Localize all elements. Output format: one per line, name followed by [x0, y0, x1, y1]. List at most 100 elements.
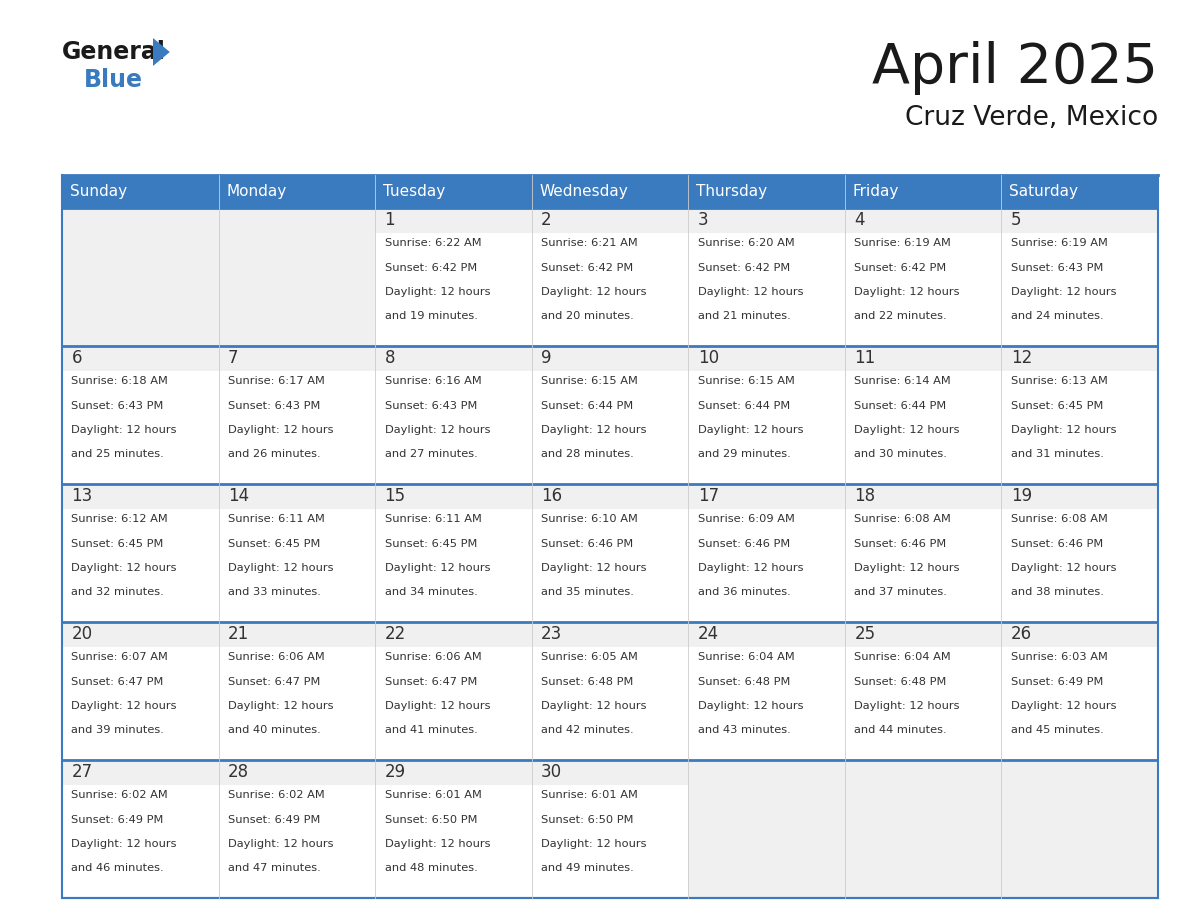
Text: Sunrise: 6:15 AM: Sunrise: 6:15 AM: [541, 376, 638, 386]
Text: Daylight: 12 hours: Daylight: 12 hours: [697, 425, 803, 434]
Text: Sunrise: 6:04 AM: Sunrise: 6:04 AM: [697, 653, 795, 663]
Bar: [688, 760, 845, 898]
Text: 25: 25: [854, 625, 876, 644]
Text: and 36 minutes.: and 36 minutes.: [697, 587, 790, 597]
Text: Daylight: 12 hours: Daylight: 12 hours: [385, 286, 489, 297]
Bar: [375, 175, 532, 208]
Text: Friday: Friday: [853, 184, 899, 199]
Bar: [845, 175, 1001, 208]
Text: and 32 minutes.: and 32 minutes.: [71, 587, 164, 597]
Bar: [688, 208, 845, 233]
Text: 20: 20: [71, 625, 93, 644]
Text: and 49 minutes.: and 49 minutes.: [541, 863, 634, 873]
Text: April 2025: April 2025: [872, 41, 1158, 95]
Bar: [845, 760, 1001, 898]
Text: 12: 12: [1011, 350, 1032, 367]
Text: and 26 minutes.: and 26 minutes.: [228, 449, 321, 459]
Text: Sunrise: 6:09 AM: Sunrise: 6:09 AM: [697, 514, 795, 524]
Text: and 45 minutes.: and 45 minutes.: [1011, 725, 1104, 734]
Bar: [219, 346, 375, 371]
Text: and 31 minutes.: and 31 minutes.: [1011, 449, 1104, 459]
Text: Monday: Monday: [227, 184, 286, 199]
Text: Sunset: 6:47 PM: Sunset: 6:47 PM: [385, 677, 476, 687]
Bar: [62, 175, 219, 208]
Text: Sunset: 6:43 PM: Sunset: 6:43 PM: [228, 400, 321, 410]
Text: Sunset: 6:44 PM: Sunset: 6:44 PM: [541, 400, 633, 410]
Text: Sunrise: 6:19 AM: Sunrise: 6:19 AM: [854, 239, 952, 249]
Text: 17: 17: [697, 487, 719, 506]
Text: Daylight: 12 hours: Daylight: 12 hours: [541, 700, 646, 711]
Bar: [532, 175, 688, 208]
Bar: [1001, 484, 1158, 509]
Bar: [1001, 622, 1158, 647]
Bar: [219, 622, 375, 760]
Text: 22: 22: [385, 625, 406, 644]
Text: Sunrise: 6:18 AM: Sunrise: 6:18 AM: [71, 376, 169, 386]
Text: 9: 9: [541, 350, 551, 367]
Text: 19: 19: [1011, 487, 1032, 506]
Text: and 25 minutes.: and 25 minutes.: [71, 449, 164, 459]
Bar: [688, 484, 845, 622]
Text: and 24 minutes.: and 24 minutes.: [1011, 311, 1104, 320]
Text: Saturday: Saturday: [1010, 184, 1079, 199]
Bar: [375, 760, 532, 785]
Bar: [219, 760, 375, 785]
Text: 14: 14: [228, 487, 249, 506]
Text: Sunrise: 6:22 AM: Sunrise: 6:22 AM: [385, 239, 481, 249]
Text: Sunset: 6:44 PM: Sunset: 6:44 PM: [697, 400, 790, 410]
Text: Daylight: 12 hours: Daylight: 12 hours: [228, 839, 334, 848]
Text: 11: 11: [854, 350, 876, 367]
Text: 28: 28: [228, 764, 249, 781]
Bar: [62, 346, 219, 484]
Text: Sunrise: 6:15 AM: Sunrise: 6:15 AM: [697, 376, 795, 386]
Bar: [219, 208, 375, 346]
Text: Daylight: 12 hours: Daylight: 12 hours: [541, 563, 646, 573]
Text: 24: 24: [697, 625, 719, 644]
Text: Sunrise: 6:20 AM: Sunrise: 6:20 AM: [697, 239, 795, 249]
Bar: [1001, 346, 1158, 484]
Text: and 46 minutes.: and 46 minutes.: [71, 863, 164, 873]
Text: Daylight: 12 hours: Daylight: 12 hours: [228, 425, 334, 434]
Text: Thursday: Thursday: [696, 184, 767, 199]
Text: Sunrise: 6:02 AM: Sunrise: 6:02 AM: [71, 790, 169, 800]
Text: Daylight: 12 hours: Daylight: 12 hours: [541, 425, 646, 434]
Polygon shape: [153, 38, 170, 66]
Text: Sunset: 6:48 PM: Sunset: 6:48 PM: [854, 677, 947, 687]
Bar: [375, 346, 532, 484]
Text: and 27 minutes.: and 27 minutes.: [385, 449, 478, 459]
Text: Daylight: 12 hours: Daylight: 12 hours: [1011, 286, 1117, 297]
Bar: [62, 760, 219, 785]
Text: and 19 minutes.: and 19 minutes.: [385, 311, 478, 320]
Text: Sunset: 6:47 PM: Sunset: 6:47 PM: [228, 677, 321, 687]
Text: and 20 minutes.: and 20 minutes.: [541, 311, 634, 320]
Bar: [532, 622, 688, 760]
Text: Sunset: 6:49 PM: Sunset: 6:49 PM: [71, 814, 164, 824]
Bar: [532, 208, 688, 233]
Text: and 21 minutes.: and 21 minutes.: [697, 311, 790, 320]
Text: Sunset: 6:43 PM: Sunset: 6:43 PM: [385, 400, 476, 410]
Text: Sunset: 6:43 PM: Sunset: 6:43 PM: [71, 400, 164, 410]
Bar: [62, 622, 219, 647]
Text: Daylight: 12 hours: Daylight: 12 hours: [854, 425, 960, 434]
Text: Daylight: 12 hours: Daylight: 12 hours: [854, 700, 960, 711]
Text: Sunset: 6:42 PM: Sunset: 6:42 PM: [385, 263, 476, 273]
Text: Daylight: 12 hours: Daylight: 12 hours: [697, 563, 803, 573]
Text: Daylight: 12 hours: Daylight: 12 hours: [854, 286, 960, 297]
Text: and 22 minutes.: and 22 minutes.: [854, 311, 947, 320]
Bar: [375, 208, 532, 233]
Bar: [532, 760, 688, 785]
Text: and 28 minutes.: and 28 minutes.: [541, 449, 634, 459]
Bar: [62, 760, 219, 898]
Text: Sunrise: 6:07 AM: Sunrise: 6:07 AM: [71, 653, 169, 663]
Text: 5: 5: [1011, 211, 1022, 230]
Text: Sunset: 6:45 PM: Sunset: 6:45 PM: [71, 539, 164, 549]
Bar: [845, 208, 1001, 346]
Text: Sunrise: 6:02 AM: Sunrise: 6:02 AM: [228, 790, 324, 800]
Bar: [1001, 208, 1158, 346]
Text: Daylight: 12 hours: Daylight: 12 hours: [1011, 700, 1117, 711]
Text: Sunrise: 6:12 AM: Sunrise: 6:12 AM: [71, 514, 169, 524]
Text: Sunrise: 6:06 AM: Sunrise: 6:06 AM: [228, 653, 324, 663]
Bar: [1001, 208, 1158, 233]
Text: 4: 4: [854, 211, 865, 230]
Bar: [532, 346, 688, 484]
